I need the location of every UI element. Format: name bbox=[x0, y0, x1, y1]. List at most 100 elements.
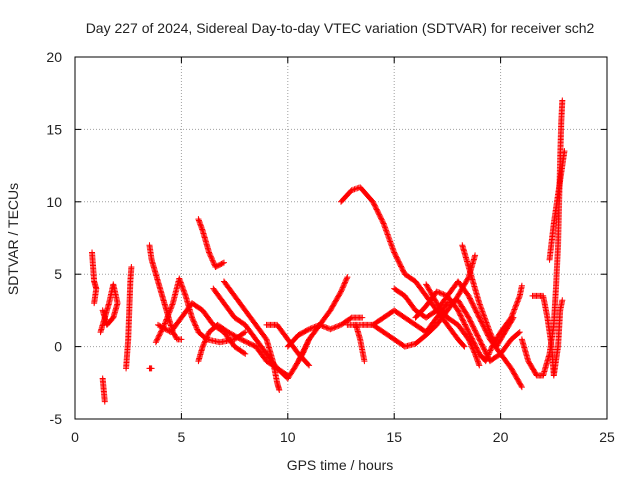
data-point bbox=[342, 278, 349, 285]
data-point bbox=[343, 276, 350, 283]
data-point bbox=[466, 330, 473, 337]
data-point bbox=[189, 315, 196, 322]
data-point bbox=[481, 347, 488, 354]
data-point bbox=[435, 289, 442, 296]
data-point bbox=[370, 200, 377, 207]
data-point bbox=[91, 300, 98, 307]
data-point bbox=[462, 322, 469, 329]
data-point bbox=[301, 346, 308, 353]
data-point bbox=[306, 362, 313, 369]
data-point bbox=[481, 346, 488, 353]
data-point bbox=[329, 303, 336, 310]
data-point bbox=[339, 285, 346, 292]
data-point bbox=[470, 303, 477, 310]
data-point bbox=[299, 350, 306, 357]
series-arc26 bbox=[546, 148, 568, 263]
data-point bbox=[157, 329, 164, 336]
data-point bbox=[466, 295, 473, 302]
data-point bbox=[389, 245, 396, 252]
data-point bbox=[399, 266, 406, 273]
data-point bbox=[379, 219, 386, 226]
data-point bbox=[512, 303, 519, 310]
data-point bbox=[477, 302, 484, 309]
data-point bbox=[162, 319, 169, 326]
data-point bbox=[440, 291, 447, 298]
data-point bbox=[335, 293, 342, 300]
data-point bbox=[331, 324, 338, 331]
data-point bbox=[515, 296, 522, 303]
data-point bbox=[178, 336, 185, 343]
data-point bbox=[304, 340, 311, 347]
data-point bbox=[468, 319, 475, 326]
data-point bbox=[334, 294, 341, 301]
data-point bbox=[464, 276, 471, 283]
data-point bbox=[165, 311, 172, 318]
data-point bbox=[480, 312, 487, 319]
data-point bbox=[466, 337, 473, 344]
data-point bbox=[297, 354, 304, 361]
data-point bbox=[559, 297, 566, 304]
data-point bbox=[163, 316, 170, 323]
data-point bbox=[305, 361, 312, 368]
data-point bbox=[207, 253, 214, 260]
data-point bbox=[395, 258, 402, 265]
data-point bbox=[341, 280, 348, 287]
data-point bbox=[456, 290, 463, 297]
plot-border bbox=[74, 56, 608, 420]
data-point bbox=[193, 325, 200, 332]
data-point bbox=[510, 369, 517, 376]
data-point bbox=[208, 254, 215, 261]
data-point bbox=[468, 342, 475, 349]
data-point bbox=[476, 362, 483, 369]
data-point bbox=[510, 314, 517, 321]
data-point bbox=[491, 338, 498, 345]
data-point bbox=[477, 304, 484, 311]
data-point bbox=[332, 324, 339, 331]
data-point bbox=[276, 387, 283, 394]
data-point bbox=[336, 291, 343, 298]
data-point bbox=[386, 237, 393, 244]
data-point bbox=[297, 352, 304, 359]
data-point bbox=[476, 315, 483, 322]
data-point bbox=[262, 335, 269, 342]
data-point bbox=[463, 277, 470, 284]
data-point bbox=[161, 325, 168, 332]
axes bbox=[74, 56, 608, 420]
data-point bbox=[471, 326, 478, 333]
data-point bbox=[376, 211, 383, 218]
data-point bbox=[486, 327, 493, 334]
data-point bbox=[206, 249, 213, 256]
data-point bbox=[509, 310, 516, 317]
data-point bbox=[516, 379, 523, 386]
data-point bbox=[425, 286, 432, 293]
data-point bbox=[483, 320, 490, 327]
data-point bbox=[461, 320, 468, 327]
series-arc25 bbox=[529, 292, 566, 379]
data-point bbox=[478, 305, 485, 312]
data-point bbox=[400, 268, 407, 275]
data-point bbox=[332, 298, 339, 305]
data-point bbox=[296, 356, 303, 363]
data-point bbox=[168, 302, 175, 309]
data-point bbox=[469, 345, 476, 352]
data-point bbox=[509, 315, 516, 322]
data-point bbox=[391, 250, 398, 257]
data-point bbox=[487, 346, 494, 353]
data-point bbox=[242, 350, 249, 357]
data-point bbox=[191, 319, 198, 326]
data-point bbox=[510, 307, 517, 314]
data-point bbox=[335, 322, 342, 329]
data-point bbox=[513, 302, 520, 309]
data-point bbox=[479, 309, 486, 316]
data-point bbox=[467, 296, 474, 303]
data-point bbox=[328, 306, 335, 313]
data-point bbox=[455, 308, 462, 315]
data-point bbox=[199, 343, 206, 350]
data-point bbox=[486, 329, 493, 336]
data-point bbox=[399, 267, 406, 274]
data-point bbox=[479, 342, 486, 349]
y-tick-label: 5 bbox=[54, 266, 62, 282]
data-point bbox=[455, 307, 462, 314]
data-point bbox=[392, 252, 399, 259]
data-point bbox=[376, 212, 383, 219]
